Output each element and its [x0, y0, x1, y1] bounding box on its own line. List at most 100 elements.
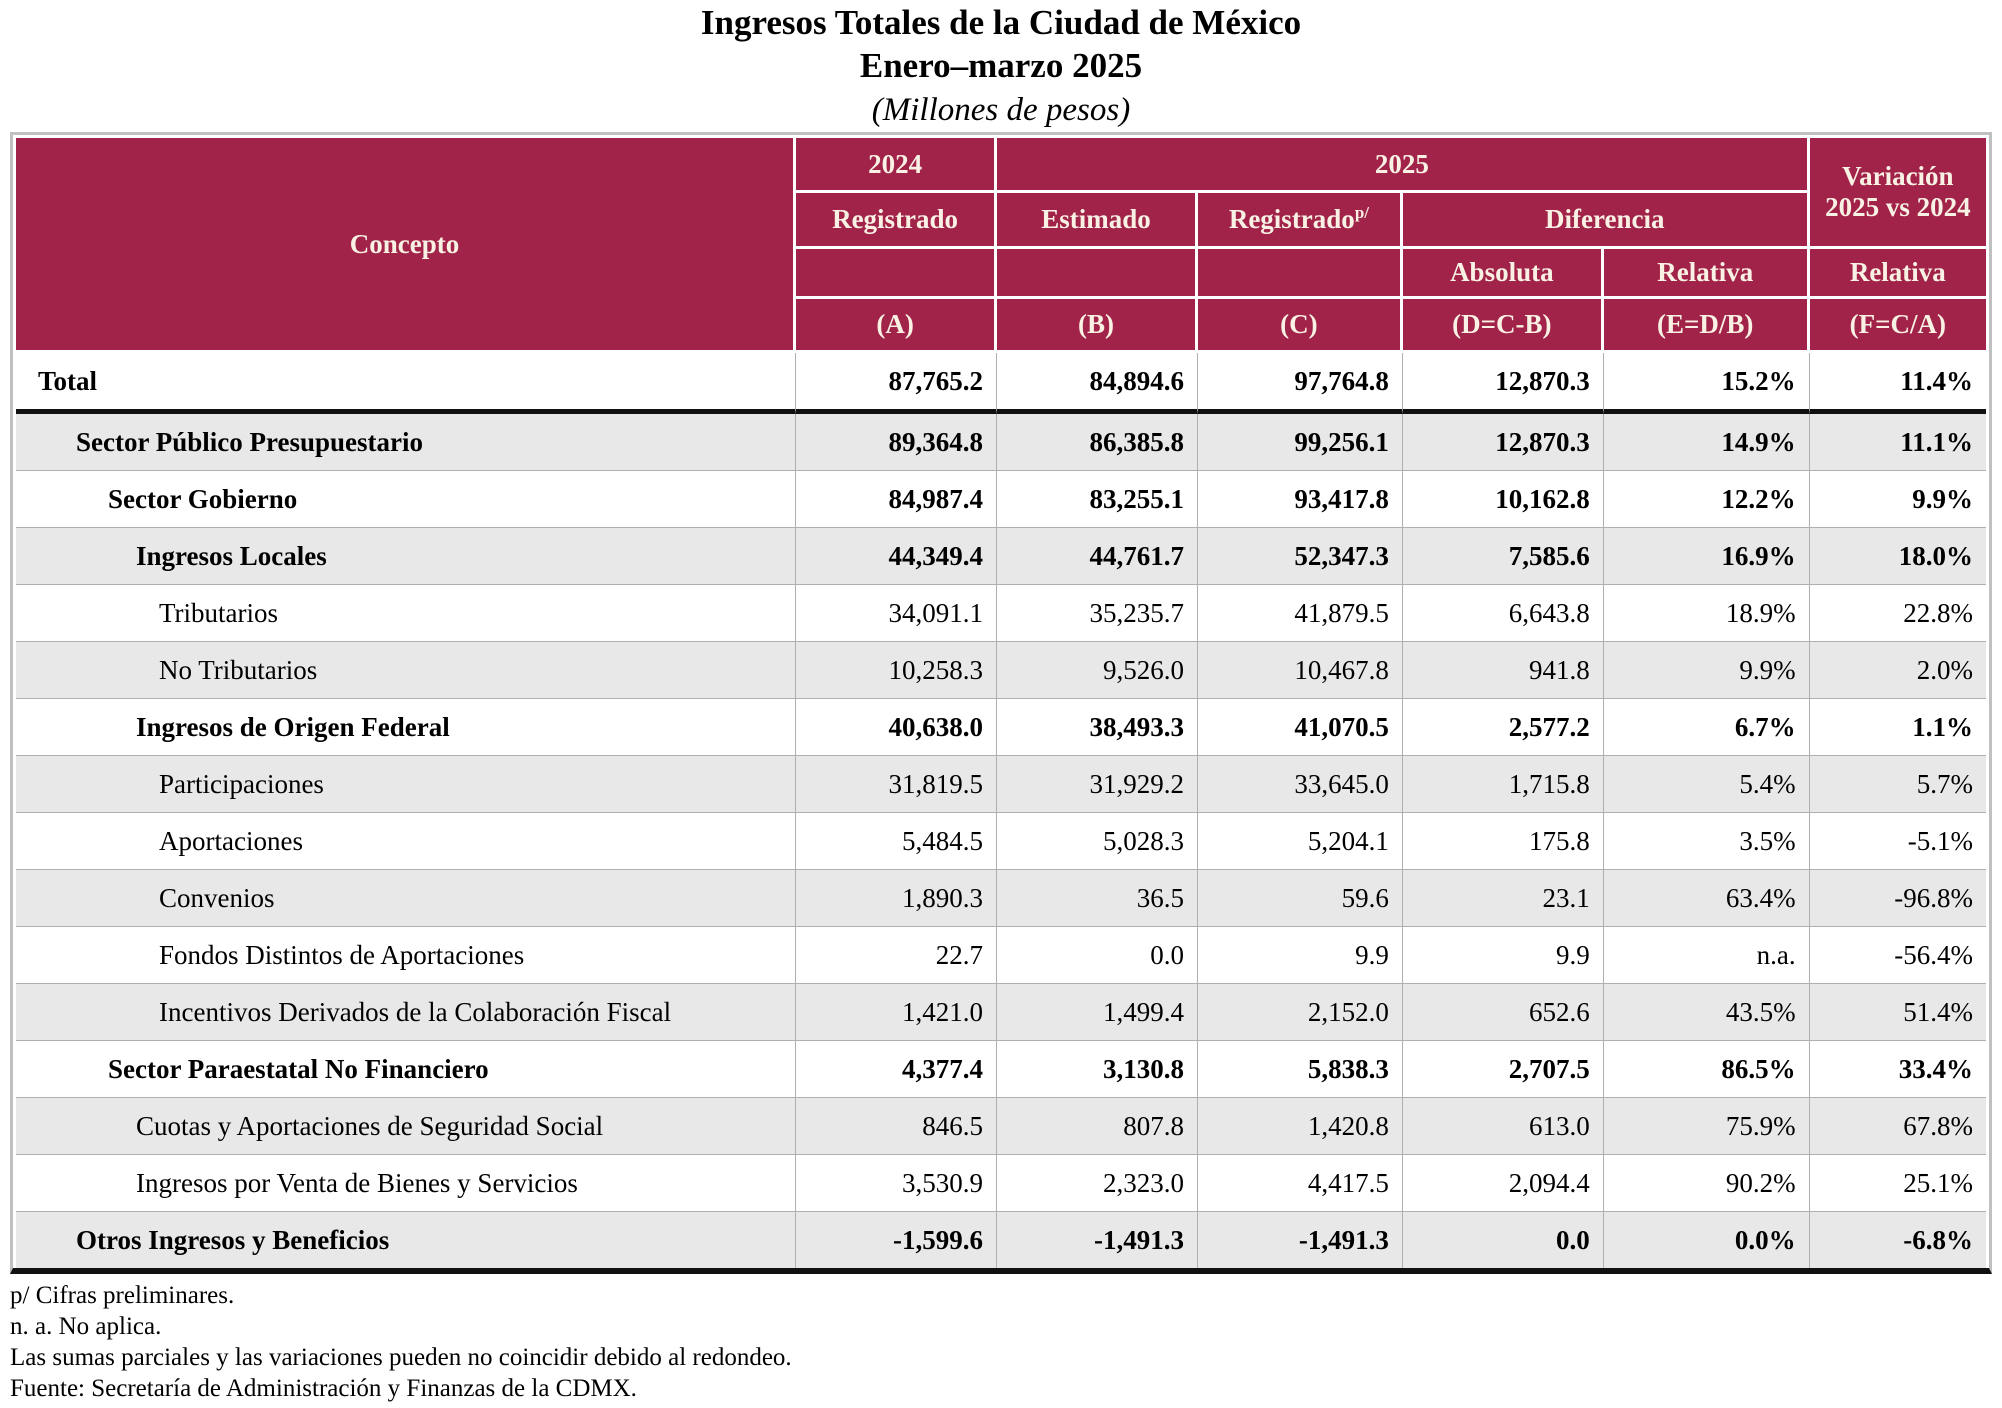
row-value: 4,417.5: [1197, 1155, 1403, 1212]
table-row: Incentivos Derivados de la Colaboración …: [16, 984, 1986, 1041]
row-value: 941.8: [1402, 642, 1604, 699]
row-label: Sector Paraestatal No Financiero: [16, 1041, 797, 1098]
row-value: 44,761.7: [997, 528, 1198, 585]
row-value: 5,838.3: [1197, 1041, 1403, 1098]
row-label: Otros Ingresos y Beneficios: [16, 1212, 797, 1268]
empty-header-cell: [796, 249, 998, 299]
row-value: 63.4%: [1603, 870, 1810, 927]
row-value: 12.2%: [1603, 471, 1810, 528]
table-row: Fondos Distintos de Aportaciones 22.7 0.0 9…: [16, 927, 1986, 984]
page-subtitle-units: (Millones de pesos): [871, 92, 1131, 128]
row-value: 31,929.2: [997, 756, 1198, 813]
row-value: 11.1%: [1809, 414, 1986, 471]
table-row: Ingresos Locales 44,349.4 44,761.7 52,347.3…: [16, 528, 1986, 585]
footnote-rounding: Las sumas parciales y las variaciones pu…: [10, 1344, 792, 1371]
header-col-d: (D=C-B): [1402, 299, 1604, 353]
row-value: 87,765.2: [796, 353, 998, 414]
table-row: Total 87,765.2 84,894.6 97,764.8 12,870.3 15.…: [16, 353, 1986, 414]
row-value: 36.5: [997, 870, 1198, 927]
table-row: Sector Paraestatal No Financiero 4,377.4 3…: [16, 1041, 1986, 1098]
row-value: 52,347.3: [1197, 528, 1403, 585]
row-value: 5,028.3: [997, 813, 1198, 870]
header-absoluta: Absoluta: [1402, 249, 1604, 299]
row-value: 1,421.0: [796, 984, 998, 1041]
row-value: -1,491.3: [1197, 1212, 1403, 1268]
row-value: 613.0: [1402, 1098, 1604, 1155]
row-value: -5.1%: [1809, 813, 1986, 870]
header-2025: 2025: [997, 138, 1810, 193]
table-row: Tributarios 34,091.1 35,235.7 41,879.5 6,643…: [16, 585, 1986, 642]
row-value: 93,417.8: [1197, 471, 1403, 528]
empty-header-cell: [1197, 249, 1403, 299]
footnote-preliminary: p/ Cifras preliminares.: [10, 1282, 235, 1309]
row-value: 18.0%: [1809, 528, 1986, 585]
row-value: 2.0%: [1809, 642, 1986, 699]
footnote-source: Fuente: Secretaría de Administración y F…: [10, 1375, 637, 1402]
row-value: 6.7%: [1603, 699, 1810, 756]
table-row: Convenios 1,890.3 36.5 59.6 23.1 63.4% -96.8%: [16, 870, 1986, 927]
row-value: 12,870.3: [1402, 414, 1604, 471]
row-label: Sector Gobierno: [16, 471, 797, 528]
row-value: 97,764.8: [1197, 353, 1403, 414]
row-value: 2,577.2: [1402, 699, 1604, 756]
row-label: Aportaciones: [16, 813, 797, 870]
table-header: Concepto 2024 2025 Variación 2025 vs 202…: [16, 138, 1986, 353]
header-estimado: Estimado: [997, 193, 1198, 249]
row-value: 6,643.8: [1402, 585, 1604, 642]
row-value: 3.5%: [1603, 813, 1810, 870]
row-value: 44,349.4: [796, 528, 998, 585]
row-value: 41,070.5: [1197, 699, 1403, 756]
row-value: 9,526.0: [997, 642, 1198, 699]
row-value: 33,645.0: [1197, 756, 1403, 813]
footnote-no-aplica: n. a. No aplica.: [10, 1313, 162, 1340]
row-value: 1,420.8: [1197, 1098, 1403, 1155]
header-relativa-variacion: Relativa: [1809, 249, 1986, 299]
row-value: 9.9: [1402, 927, 1604, 984]
row-value: 84,987.4: [796, 471, 998, 528]
row-value: 10,162.8: [1402, 471, 1604, 528]
row-value: -6.8%: [1809, 1212, 1986, 1268]
row-value: 40,638.0: [796, 699, 998, 756]
row-value: 9.9%: [1809, 471, 1986, 528]
row-label: Total: [16, 353, 797, 414]
income-table-container: Concepto 2024 2025 Variación 2025 vs 202…: [10, 132, 1992, 1274]
row-value: 90.2%: [1603, 1155, 1810, 1212]
row-value: 3,130.8: [997, 1041, 1198, 1098]
row-value: 41,879.5: [1197, 585, 1403, 642]
row-value: 10,467.8: [1197, 642, 1403, 699]
row-value: 2,707.5: [1402, 1041, 1604, 1098]
header-variacion: Variación 2025 vs 2024: [1809, 138, 1986, 249]
row-label: Convenios: [16, 870, 797, 927]
row-value: 1,715.8: [1402, 756, 1604, 813]
table-row: Ingresos por Venta de Bienes y Servicios…: [16, 1155, 1986, 1212]
row-value: 0.0: [997, 927, 1198, 984]
page-title: Ingresos Totales de la Ciudad de México: [700, 3, 1302, 42]
header-col-a: (A): [796, 299, 998, 353]
row-value: 5.7%: [1809, 756, 1986, 813]
row-value: 5.4%: [1603, 756, 1810, 813]
row-label: Sector Público Presupuestario: [16, 414, 797, 471]
row-value: 22.7: [796, 927, 998, 984]
row-value: 15.2%: [1603, 353, 1810, 414]
row-value: -1,599.6: [796, 1212, 998, 1268]
row-value: 9.9%: [1603, 642, 1810, 699]
row-value: 11.4%: [1809, 353, 1986, 414]
row-value: 652.6: [1402, 984, 1604, 1041]
header-col-f: (F=C/A): [1809, 299, 1986, 353]
row-value: 1.1%: [1809, 699, 1986, 756]
row-value: 3,530.9: [796, 1155, 998, 1212]
row-value: 4,377.4: [796, 1041, 998, 1098]
table-row: Participaciones 31,819.5 31,929.2 33,645.0 1…: [16, 756, 1986, 813]
title-block: Ingresos Totales de la Ciudad de México …: [0, 0, 2002, 132]
row-value: 2,323.0: [997, 1155, 1198, 1212]
row-value: -56.4%: [1809, 927, 1986, 984]
table-row: Sector Público Presupuestario 89,364.8 86,…: [16, 414, 1986, 471]
header-2024: 2024: [796, 138, 998, 193]
row-value: 67.8%: [1809, 1098, 1986, 1155]
row-value: -96.8%: [1809, 870, 1986, 927]
row-value: 99,256.1: [1197, 414, 1403, 471]
row-label: Tributarios: [16, 585, 797, 642]
header-diferencia: Diferencia: [1402, 193, 1810, 249]
row-label: Ingresos de Origen Federal: [16, 699, 797, 756]
